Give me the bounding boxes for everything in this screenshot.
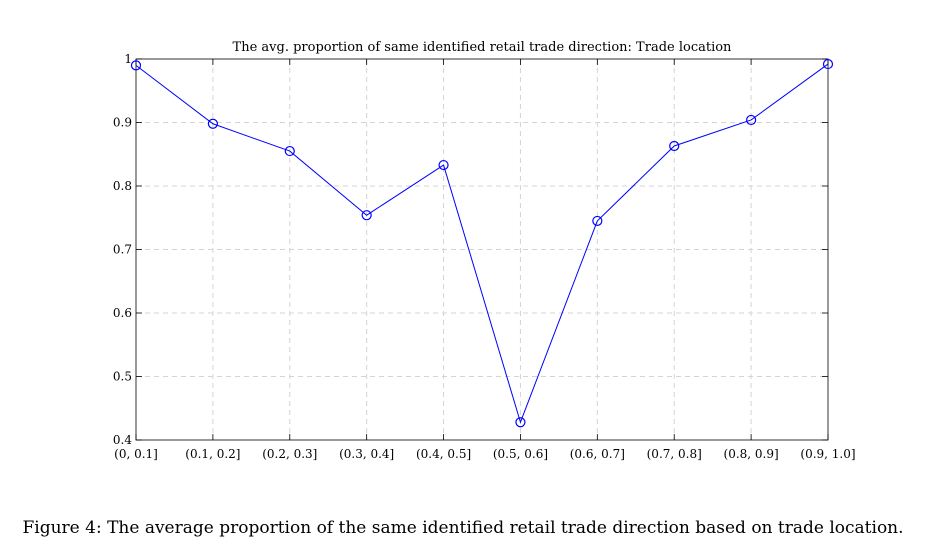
x-tick-label: (0.8, 0.9] [724,447,779,461]
grid [136,59,828,440]
data-point [361,210,372,221]
y-tick-label: 0.4 [113,433,132,447]
data-point [746,114,757,126]
figure-caption: Figure 4: The average proportion of the … [22,518,904,538]
y-tick-label: 0.8 [113,179,132,193]
y-axis: 0.4 0.5 0.6 0.7 0.8 0.9 1 [113,52,132,447]
series [130,58,834,428]
chart-title: The avg. proportion of same identified r… [233,40,733,55]
y-tick-label: 0.6 [113,306,132,320]
data-point [669,140,680,152]
x-tick-label: (0, 0.1] [114,447,158,461]
data-point [822,58,834,70]
data-point [207,118,218,129]
data-point [515,417,526,428]
line-chart: The avg. proportion of same identified r… [113,40,856,461]
x-tick-label: (0.6, 0.7] [570,447,625,461]
y-tick-label: 0.7 [113,243,132,257]
data-point [130,60,142,71]
x-axis: (0, 0.1] (0.1, 0.2] (0.2, 0.3] (0.3, 0.4] (0… [114,447,855,461]
x-tick-label: (0.2, 0.3] [262,447,317,461]
y-tick-label: 0.5 [113,370,132,384]
y-tick-label: 1 [124,52,132,66]
y-tick-label: 0.9 [113,116,132,130]
x-tick-label: (0.4, 0.5] [416,447,471,461]
x-tick-label: (0.7, 0.8] [647,447,702,461]
x-tick-label: (0.1, 0.2] [185,447,240,461]
x-tick-label: (0.9, 1.0] [800,447,855,461]
axis-ticks [135,58,829,441]
data-point [284,145,295,157]
data-point [438,159,449,171]
x-tick-label: (0.5, 0.6] [493,447,548,461]
series-line [135,63,829,424]
data-point [592,215,603,227]
x-tick-label: (0.3, 0.4] [339,447,394,461]
